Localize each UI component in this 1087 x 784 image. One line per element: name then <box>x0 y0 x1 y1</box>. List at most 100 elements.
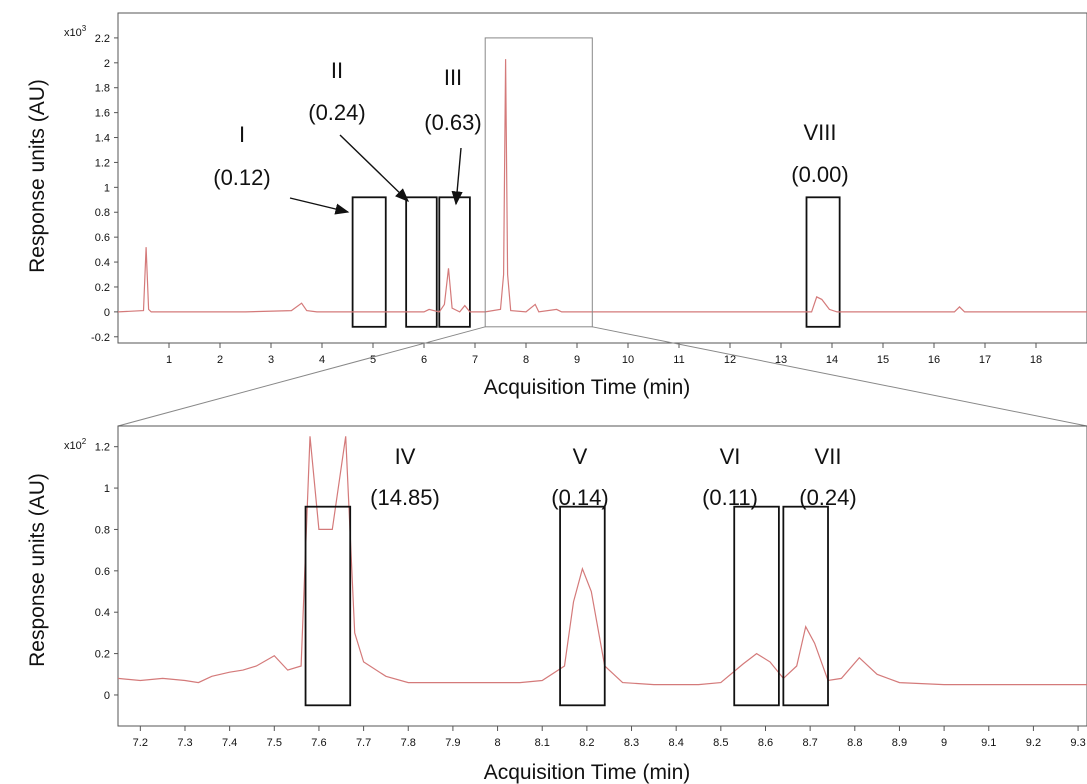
arrow-ii <box>339 134 410 202</box>
peak-label-i: I <box>239 122 245 147</box>
top-x-tick-label: 17 <box>979 354 991 366</box>
top-y-tick-label: 0.6 <box>95 232 110 244</box>
top-y-tick-label: 1.8 <box>95 83 110 95</box>
zoom-window-box <box>484 37 593 328</box>
bottom-x-tick-label: 8.9 <box>892 737 907 749</box>
peak-value-ii: (0.24) <box>308 100 365 125</box>
bottom-y-multiplier: x102 <box>64 437 87 452</box>
top-x-tick-label: 9 <box>574 354 580 366</box>
bottom-axis-ticks: 7.2 7.3 7.4 7.5 7.6 7.7 7.8 7.9 8 8.1 8.2 8.3 8.4 8.5… <box>95 442 1086 749</box>
top-peak-boxes <box>351 196 841 328</box>
peak-value-vii: (0.24) <box>799 485 856 510</box>
bottom-x-tick-label: 8.4 <box>669 737 684 749</box>
peak-box-vi <box>733 505 780 707</box>
bottom-y-axis-title: Response units (AU) <box>26 473 49 667</box>
peak-box-iii <box>438 196 471 328</box>
top-y-tick-label: 0 <box>104 307 110 319</box>
bottom-x-tick-label: 7.2 <box>133 737 148 749</box>
peak-value-iv: (14.85) <box>370 485 440 510</box>
top-x-tick-label: 5 <box>370 354 376 366</box>
bottom-x-tick-label: 7.9 <box>445 737 460 749</box>
peak-box-v <box>559 505 606 707</box>
top-y-multiplier-exp: 3 <box>82 24 87 33</box>
bottom-x-tick-label: 7.3 <box>177 737 192 749</box>
top-x-tick-label: 2 <box>217 354 223 366</box>
top-x-tick-label: 8 <box>523 354 529 366</box>
top-y-tick-label: 2.2 <box>95 33 110 45</box>
top-panel: 1 2 3 4 5 6 7 8 9 10 11 12 13 14 15 16 17 18-0.200.20.40.… <box>26 12 1087 399</box>
bottom-y-multiplier-base: x10 <box>64 440 82 452</box>
bottom-panel: 7.2 7.3 7.4 7.5 7.6 7.7 7.8 7.9 8 8.1 8.2 8.3 8.4 8.5… <box>26 425 1087 784</box>
peak-label-v: V <box>573 444 588 469</box>
top-y-multiplier: x103 <box>64 24 87 39</box>
bottom-x-tick-label: 7.5 <box>267 737 282 749</box>
bottom-x-tick-label: 8.1 <box>535 737 550 749</box>
top-y-multiplier-base: x10 <box>64 27 82 39</box>
bottom-x-tick-label: 8.8 <box>847 737 862 749</box>
top-x-tick-label: 12 <box>724 354 736 366</box>
bottom-series-line <box>117 436 1087 686</box>
bottom-y-tick-label: 0.8 <box>95 524 110 536</box>
bottom-x-tick-label: 8.3 <box>624 737 639 749</box>
bottom-y-tick-label: 1 <box>104 483 110 495</box>
bottom-y-tick-label: 0.2 <box>95 649 110 661</box>
bottom-x-tick-label: 9.1 <box>981 737 996 749</box>
bottom-x-tick-label: 9 <box>941 737 947 749</box>
peak-box-i <box>351 196 387 328</box>
top-x-tick-label: 11 <box>673 354 684 366</box>
top-annotation-arrows <box>289 134 463 215</box>
top-y-tick-label: 1.2 <box>95 157 110 169</box>
bottom-plot-frame <box>117 425 1087 727</box>
top-y-tick-label: 1.6 <box>95 108 110 120</box>
peak-box-vii <box>782 505 829 707</box>
top-y-tick-label: 2 <box>104 58 110 70</box>
top-axis-ticks: 1 2 3 4 5 6 7 8 9 10 11 12 13 14 15 16 17 18-0.200.20.40.… <box>91 33 1042 366</box>
top-y-tick-label: 1.4 <box>95 133 110 145</box>
peak-label-vi: VI <box>720 444 741 469</box>
bottom-y-tick-label: 0.6 <box>95 566 110 578</box>
bottom-y-tick-label: 0.4 <box>95 607 110 619</box>
top-y-tick-label: 0.8 <box>95 207 110 219</box>
top-x-tick-label: 13 <box>775 354 787 366</box>
top-x-tick-label: 1 <box>166 354 172 366</box>
top-x-tick-label: 10 <box>622 354 634 366</box>
peak-label-vii: VII <box>815 444 842 469</box>
bottom-x-tick-label: 7.7 <box>356 737 371 749</box>
top-x-tick-label: 3 <box>268 354 274 366</box>
peak-label-ii: II <box>331 58 343 83</box>
top-y-tick-label: -0.2 <box>91 332 110 344</box>
bottom-x-tick-label: 8.2 <box>579 737 594 749</box>
bottom-x-tick-label: 7.8 <box>401 737 416 749</box>
bottom-x-tick-label: 8.6 <box>758 737 773 749</box>
top-plot-frame <box>117 12 1087 344</box>
peak-box-iv <box>304 505 352 707</box>
bottom-x-tick-label: 8 <box>494 737 500 749</box>
top-y-tick-label: 0.4 <box>95 257 110 269</box>
top-x-tick-label: 15 <box>877 354 889 366</box>
top-y-axis-title: Response units (AU) <box>26 79 49 273</box>
arrow-iii <box>451 147 463 206</box>
top-y-tick-label: 0.2 <box>95 282 110 294</box>
peak-box-viii <box>805 196 841 328</box>
top-x-tick-label: 7 <box>472 354 478 366</box>
top-x-tick-label: 6 <box>421 354 427 366</box>
bottom-x-tick-label: 8.5 <box>713 737 728 749</box>
peak-value-i: (0.12) <box>213 165 270 190</box>
top-x-axis-title: Acquisition Time (min) <box>484 376 691 399</box>
top-x-tick-label: 4 <box>319 354 325 366</box>
bottom-x-tick-label: 9.3 <box>1070 737 1085 749</box>
peak-label-iii: III <box>444 65 462 90</box>
arrow-i <box>289 197 350 215</box>
top-x-tick-label: 18 <box>1030 354 1042 366</box>
peak-value-viii: (0.00) <box>791 162 848 187</box>
bottom-x-axis-title: Acquisition Time (min) <box>484 761 691 784</box>
zoom-connector-lines <box>117 326 1087 427</box>
peak-value-v: (0.14) <box>551 485 608 510</box>
top-x-tick-label: 14 <box>826 354 838 366</box>
top-x-tick-label: 16 <box>928 354 940 366</box>
bottom-x-tick-label: 7.4 <box>222 737 237 749</box>
bottom-x-tick-label: 7.6 <box>311 737 326 749</box>
bottom-peak-boxes <box>304 505 829 707</box>
top-y-tick-label: 1 <box>104 182 110 194</box>
